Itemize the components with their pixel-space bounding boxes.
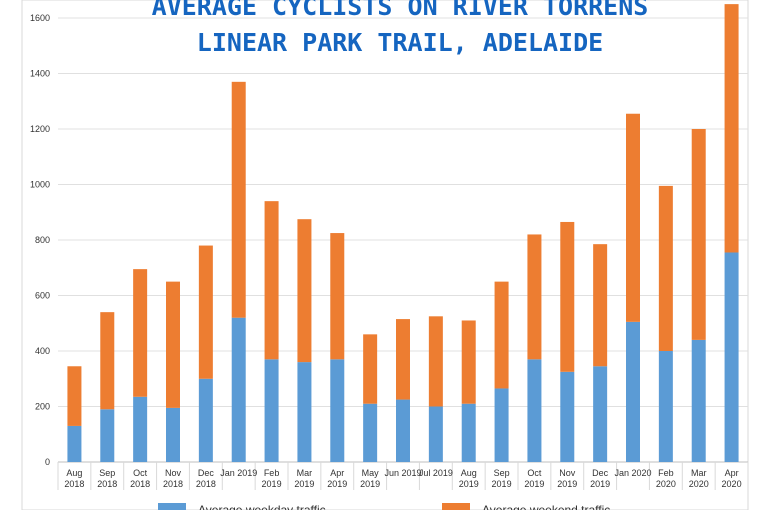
bar-weekday	[560, 371, 575, 462]
x-tick-label: Mar 2019	[294, 468, 314, 489]
y-tick-label: 1000	[30, 180, 50, 190]
bar-weekday	[396, 399, 410, 462]
legend-swatch	[158, 503, 186, 510]
x-tick-label: Jan 2020	[614, 468, 651, 478]
x-tick-label: Jul 2019	[419, 468, 453, 478]
y-tick-label: 200	[35, 402, 50, 412]
bar-weekday	[527, 359, 542, 462]
x-tick-label: Dec 2019	[590, 468, 610, 489]
x-tick-label: Sep 2018	[97, 468, 117, 489]
y-tick-label: 0	[45, 457, 50, 467]
bar-weekend	[626, 113, 640, 322]
bar-weekday	[198, 378, 213, 462]
y-tick-label: 800	[35, 235, 50, 245]
bar-weekend	[494, 281, 509, 389]
bar-weekend	[198, 245, 213, 379]
x-axis-ticks: Aug 2018 Sep 2018 Oct 2018 Nov 2018 Dec 2018 Jan 2…	[64, 468, 741, 489]
y-tick-label: 1200	[30, 124, 50, 134]
bar-weekday	[724, 252, 739, 462]
chart-title-line-2: LINEAR PARK TRAIL, ADELAIDE	[197, 28, 603, 57]
bar-weekday	[264, 359, 279, 462]
x-tick-label: Mar 2020	[689, 468, 709, 489]
x-tick-label: Oct 2018	[130, 468, 150, 489]
x-tick-label: Oct 2019	[524, 468, 544, 489]
x-tick-label: Feb 2020	[656, 468, 676, 489]
bar-weekday	[363, 403, 378, 462]
bar-weekend	[264, 201, 279, 360]
x-tick-label: Aug 2018	[64, 468, 84, 489]
bar-weekend	[133, 269, 148, 397]
y-axis-ticks: 0 200 400 600 800 1000 1200 1400 1600	[30, 13, 50, 467]
x-tick-label: May 2019	[360, 468, 380, 489]
bar-weekday	[428, 406, 443, 462]
bar-weekend	[231, 81, 246, 318]
bar-weekday	[593, 366, 608, 462]
y-tick-label: 1600	[30, 13, 50, 23]
y-tick-label: 400	[35, 346, 50, 356]
bar-weekday	[494, 388, 509, 462]
bar-weekend	[100, 312, 115, 410]
bars	[67, 4, 739, 462]
bar-weekday	[67, 425, 82, 462]
x-tick-label: Sep 2019	[492, 468, 512, 489]
bar-weekday	[297, 362, 312, 462]
bar-weekend	[527, 234, 542, 360]
bar-weekend	[691, 129, 706, 340]
bar-weekday	[133, 396, 148, 462]
x-tick-label: Nov 2019	[557, 468, 577, 489]
bar-weekend	[297, 219, 312, 363]
bar-weekday	[626, 321, 640, 462]
bar-weekend	[658, 185, 673, 351]
x-tick-label: Feb 2019	[262, 468, 282, 489]
x-tick-label: Nov 2018	[163, 468, 183, 489]
bar-weekend	[560, 221, 575, 372]
y-tick-label: 1400	[30, 69, 50, 79]
bar-weekday	[658, 351, 673, 462]
x-tick-label: Aug 2019	[459, 468, 479, 489]
bar-weekday	[100, 409, 115, 462]
legend-swatch	[442, 503, 470, 510]
chart-title-line-1: AVERAGE CYCLISTS ON RIVER TORRENS	[152, 0, 649, 21]
legend-label: Average weekend traffic	[482, 503, 610, 510]
bar-weekend	[724, 4, 739, 253]
legend-label: Average weekday traffic	[198, 503, 326, 510]
x-tick-label: Apr 2019	[327, 468, 347, 489]
bar-weekday	[166, 407, 180, 462]
bar-weekend	[396, 319, 410, 400]
bar-weekday	[691, 339, 706, 462]
bar-weekend	[461, 320, 476, 404]
legend: Average weekday traffic Average weekend t…	[158, 503, 610, 510]
bar-weekday	[461, 403, 476, 462]
x-tick-label: Dec 2018	[196, 468, 216, 489]
bar-weekend	[363, 334, 378, 404]
bar-weekend	[428, 316, 443, 407]
y-tick-label: 600	[35, 291, 50, 301]
bar-weekday	[231, 317, 246, 462]
x-tick-label: Jan 2019	[220, 468, 257, 478]
x-tick-label: Jun 2019	[384, 468, 421, 478]
bar-weekend	[67, 366, 82, 426]
bar-weekend	[330, 233, 345, 360]
x-tick-label: Apr 2020	[722, 468, 742, 489]
bar-weekend	[166, 281, 180, 408]
bar-weekday	[330, 359, 345, 462]
bar-weekend	[593, 244, 608, 367]
